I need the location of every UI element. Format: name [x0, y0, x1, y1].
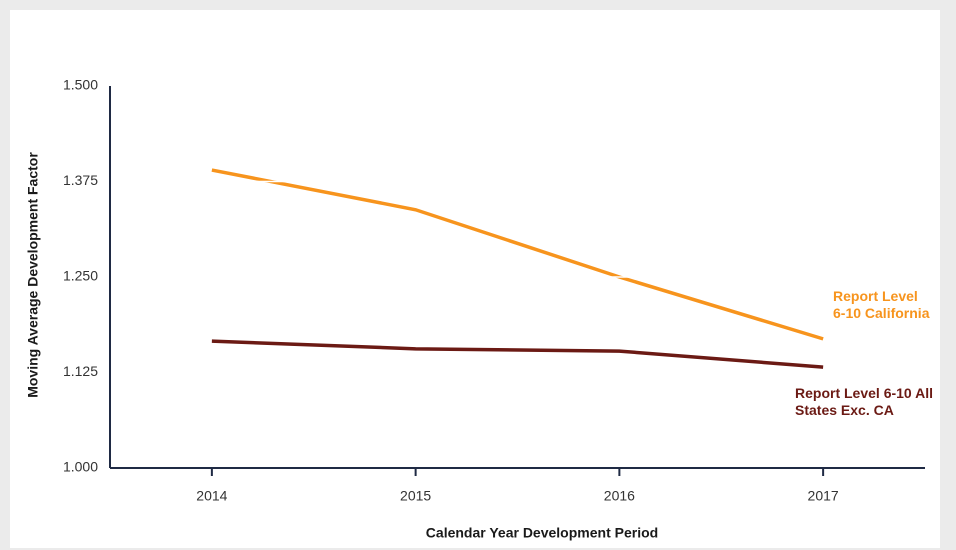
- y-tick-label: 1.000: [63, 459, 98, 475]
- chart-panel: Calendar Year Development Period Moving …: [10, 10, 940, 548]
- series-line: [211, 339, 824, 369]
- x-axis-title: Calendar Year Development Period: [426, 525, 658, 541]
- x-tick-label: 2016: [604, 488, 635, 504]
- series-line: [211, 168, 824, 341]
- x-tick-label: 2015: [400, 488, 431, 504]
- series-label: Report Level 6-10 California: [833, 288, 930, 321]
- y-axis-title: Moving Average Development Factor: [25, 152, 41, 398]
- y-tick-label: 1.375: [63, 172, 98, 188]
- x-tick-label: 2017: [808, 488, 839, 504]
- x-tick-label: 2014: [196, 488, 227, 504]
- y-tick-label: 1.125: [63, 363, 98, 379]
- chart: Calendar Year Development Period Moving …: [25, 77, 925, 541]
- y-tick-label: 1.250: [63, 268, 98, 284]
- y-tick-label: 1.500: [63, 77, 98, 93]
- series-label: Report Level 6-10 All States Exc. CA: [795, 385, 933, 418]
